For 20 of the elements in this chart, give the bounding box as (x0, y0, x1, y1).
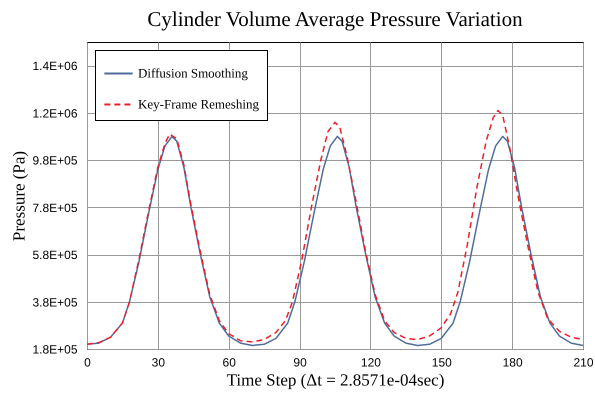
x-tick-label: 0 (84, 356, 92, 370)
legend-label: Diffusion Smoothing (138, 66, 248, 80)
y-tick-label: 5.8E+05 (32, 248, 78, 262)
y-tick-label: 7.8E+05 (32, 200, 78, 215)
x-tick-label: 120 (360, 356, 382, 370)
y-tick-label: 1.8E+05 (32, 342, 78, 356)
x-tick-label: 90 (293, 356, 308, 370)
x-tick-label: 60 (222, 356, 236, 370)
y-tick-label: 1.2E+06 (32, 106, 78, 120)
x-tick-label: 30 (152, 356, 166, 370)
y-axis-title: Pressure (Pa) (9, 150, 28, 242)
chart-title: Cylinder Volume Average Pressure Variation (147, 7, 524, 31)
y-tick-label: 1.4E+06 (32, 59, 78, 74)
x-axis-title: Time Step (Δt = 2.8571e-04sec) (226, 370, 444, 390)
x-tick-label: 210 (573, 356, 594, 370)
legend-label: Key-Frame Remeshing (138, 96, 260, 112)
x-tick-label: 150 (432, 356, 452, 370)
y-tick-label: 3.8E+05 (32, 295, 78, 310)
x-tick-label: 180 (502, 356, 523, 370)
y-tick-label: 9.8E+05 (32, 154, 78, 168)
